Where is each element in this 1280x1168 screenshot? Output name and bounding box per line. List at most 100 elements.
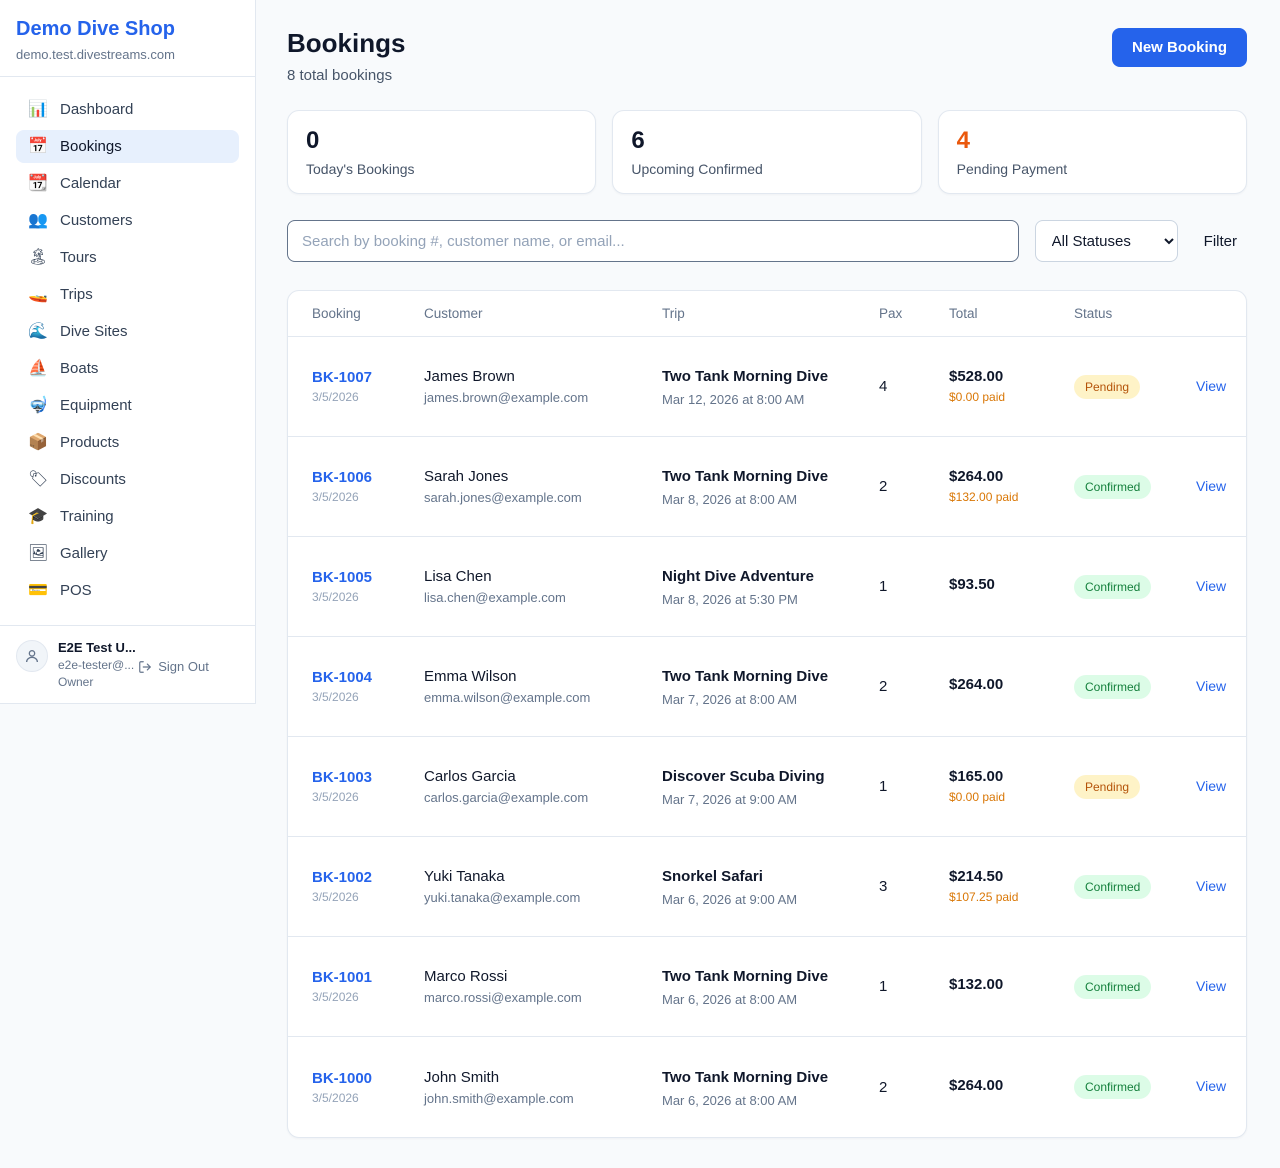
sidebar-item-gallery[interactable]: 🖼 Gallery [16, 537, 239, 570]
total-cell: $264.00 [949, 676, 1074, 697]
booking-date: 3/5/2026 [312, 1090, 359, 1105]
view-link[interactable]: View [1196, 377, 1227, 394]
new-booking-button[interactable]: New Booking [1111, 28, 1247, 67]
customer-email: carlos.garcia@example.com [424, 790, 589, 805]
view-link[interactable]: View [1196, 1078, 1227, 1094]
customer-name: Emma Wilson [424, 668, 517, 685]
customer-name: Yuki Tanaka [424, 868, 505, 885]
view-link[interactable]: View [1196, 577, 1227, 594]
status-cell: Confirmed [1074, 474, 1196, 499]
sidebar-item-dive-sites[interactable]: 🌊 Dive Sites [16, 315, 239, 348]
sign-out-icon [139, 660, 152, 673]
view-link[interactable]: View [1196, 777, 1227, 794]
trip-time: Mar 12, 2026 at 8:00 AM [662, 392, 805, 407]
customer-email: sarah.jones@example.com [424, 490, 582, 505]
status-badge: Pending [1074, 774, 1141, 799]
pax-count: 2 [879, 1078, 888, 1096]
customer-cell: James Brown james.brown@example.com [424, 368, 662, 405]
brand-name: Demo Dive Shop [16, 18, 175, 40]
customer-email: lisa.chen@example.com [424, 590, 566, 605]
table-body: BK-1007 3/5/2026 James Brown james.brown… [288, 337, 1246, 1137]
page-header: Bookings 8 total bookings New Booking [287, 28, 1247, 84]
sidebar-item-trips[interactable]: 🚤 Trips [16, 278, 239, 311]
table-row: BK-1006 3/5/2026 Sarah Jones sarah.jones… [288, 437, 1246, 537]
total-cell: $165.00 $0.00 paid [949, 768, 1074, 806]
view-link[interactable]: View [1196, 877, 1227, 894]
booking-link[interactable]: BK-1003 [312, 769, 373, 786]
sign-out-button[interactable]: Sign Out [138, 659, 209, 674]
total-cell: $93.50 [949, 576, 1074, 597]
booking-link[interactable]: BK-1005 [312, 569, 373, 586]
trip-cell: Snorkel Safari Mar 6, 2026 at 9:00 AM [662, 866, 879, 907]
sidebar-item-pos[interactable]: 💳 POS [16, 574, 239, 607]
sidebar-item-calendar[interactable]: 📆 Calendar [16, 167, 239, 200]
total-cell: $132.00 [949, 976, 1074, 997]
status-badge: Confirmed [1074, 474, 1152, 499]
view-link[interactable]: View [1196, 677, 1227, 694]
total-cell: $264.00 $132.00 paid [949, 468, 1074, 506]
sidebar-item-label: Tours [60, 249, 97, 266]
stats-row: 0 Today's Bookings 6 Upcoming Confirmed … [287, 110, 1247, 194]
booking-date: 3/5/2026 [312, 790, 359, 804]
customer-cell: Marco Rossi marco.rossi@example.com [424, 968, 662, 1005]
view-link[interactable]: View [1196, 477, 1227, 494]
paid-amount: $107.25 paid [949, 889, 1019, 904]
pax-count: 2 [879, 678, 888, 695]
sidebar-item-training[interactable]: 🎓 Training [16, 500, 239, 533]
sidebar-item-tours[interactable]: 🏝 Tours [16, 241, 239, 274]
tear-off-calendar-icon: 📆 [28, 174, 48, 192]
sidebar-item-customers[interactable]: 👥 Customers [16, 204, 239, 237]
sidebar-item-bookings[interactable]: 📅 Bookings [16, 130, 239, 163]
sidebar-item-products[interactable]: 📦 Products [16, 426, 239, 459]
sidebar-item-equipment[interactable]: 🤿 Equipment [16, 389, 239, 422]
booking-cell: BK-1004 3/5/2026 [312, 669, 424, 704]
trip-name: Two Tank Morning Dive [662, 968, 829, 985]
total-amount: $132.00 [949, 976, 1004, 993]
user-avatar [16, 640, 48, 672]
table-row: BK-1000 3/5/2026 John Smith john.smith@e… [288, 1037, 1246, 1137]
table-row: BK-1001 3/5/2026 Marco Rossi marco.rossi… [288, 937, 1246, 1037]
booking-link[interactable]: BK-1002 [312, 869, 373, 886]
booking-cell: BK-1002 3/5/2026 [312, 869, 424, 904]
booking-date: 3/5/2026 [312, 490, 359, 504]
trip-time: Mar 6, 2026 at 8:00 AM [662, 1092, 798, 1108]
view-cell: View [1196, 878, 1226, 896]
stat-upcoming-confirmed: 6 Upcoming Confirmed [612, 110, 922, 194]
trip-cell: Two Tank Morning Dive Mar 6, 2026 at 8:0… [662, 966, 879, 1007]
sidebar-item-dashboard[interactable]: 📊 Dashboard [16, 93, 239, 126]
view-cell: View [1196, 378, 1226, 396]
sidebar-item-label: Training [60, 508, 114, 525]
booking-link[interactable]: BK-1007 [312, 369, 373, 386]
sidebar-item-label: Calendar [60, 175, 121, 192]
booking-link[interactable]: BK-1004 [312, 669, 373, 686]
table-row: BK-1003 3/5/2026 Carlos Garcia carlos.ga… [288, 737, 1246, 837]
status-cell: Confirmed [1074, 1075, 1196, 1099]
status-cell: Pending [1074, 774, 1196, 799]
search-input[interactable] [287, 220, 1019, 262]
customer-name: Lisa Chen [424, 568, 492, 585]
column-header-booking: Booking [312, 306, 361, 321]
sidebar-item-discounts[interactable]: 🏷 Discounts [16, 463, 239, 496]
trip-name: Two Tank Morning Dive [662, 1068, 829, 1086]
sidebar-item-label: Boats [60, 360, 99, 377]
sidebar-item-boats[interactable]: ⛵ Boats [16, 352, 239, 385]
booking-link[interactable]: BK-1000 [312, 1069, 373, 1087]
customer-name: James Brown [424, 368, 515, 385]
user-meta: E2E Test U... e2e-tester@... Sign Out Ow… [58, 640, 239, 689]
package-icon: 📦 [28, 433, 48, 451]
customer-name: Sarah Jones [424, 468, 509, 485]
trip-cell: Two Tank Morning Dive Mar 8, 2026 at 8:0… [662, 466, 879, 507]
view-link[interactable]: View [1196, 977, 1227, 994]
booking-link[interactable]: BK-1001 [312, 969, 373, 986]
booking-link[interactable]: BK-1006 [312, 469, 373, 486]
sidebar-item-label: Customers [60, 212, 133, 229]
user-section: E2E Test U... e2e-tester@... Sign Out Ow… [0, 625, 255, 703]
label-tag-icon: 🏷 [28, 470, 49, 488]
status-select[interactable]: All Statuses [1034, 220, 1178, 262]
total-cell: $528.00 $0.00 paid [949, 368, 1074, 406]
sign-out-label: Sign Out [158, 659, 209, 674]
filter-button[interactable]: Filter [1194, 225, 1247, 258]
trip-time: Mar 6, 2026 at 8:00 AM [662, 992, 798, 1007]
table-row: BK-1002 3/5/2026 Yuki Tanaka yuki.tanaka… [288, 837, 1246, 937]
